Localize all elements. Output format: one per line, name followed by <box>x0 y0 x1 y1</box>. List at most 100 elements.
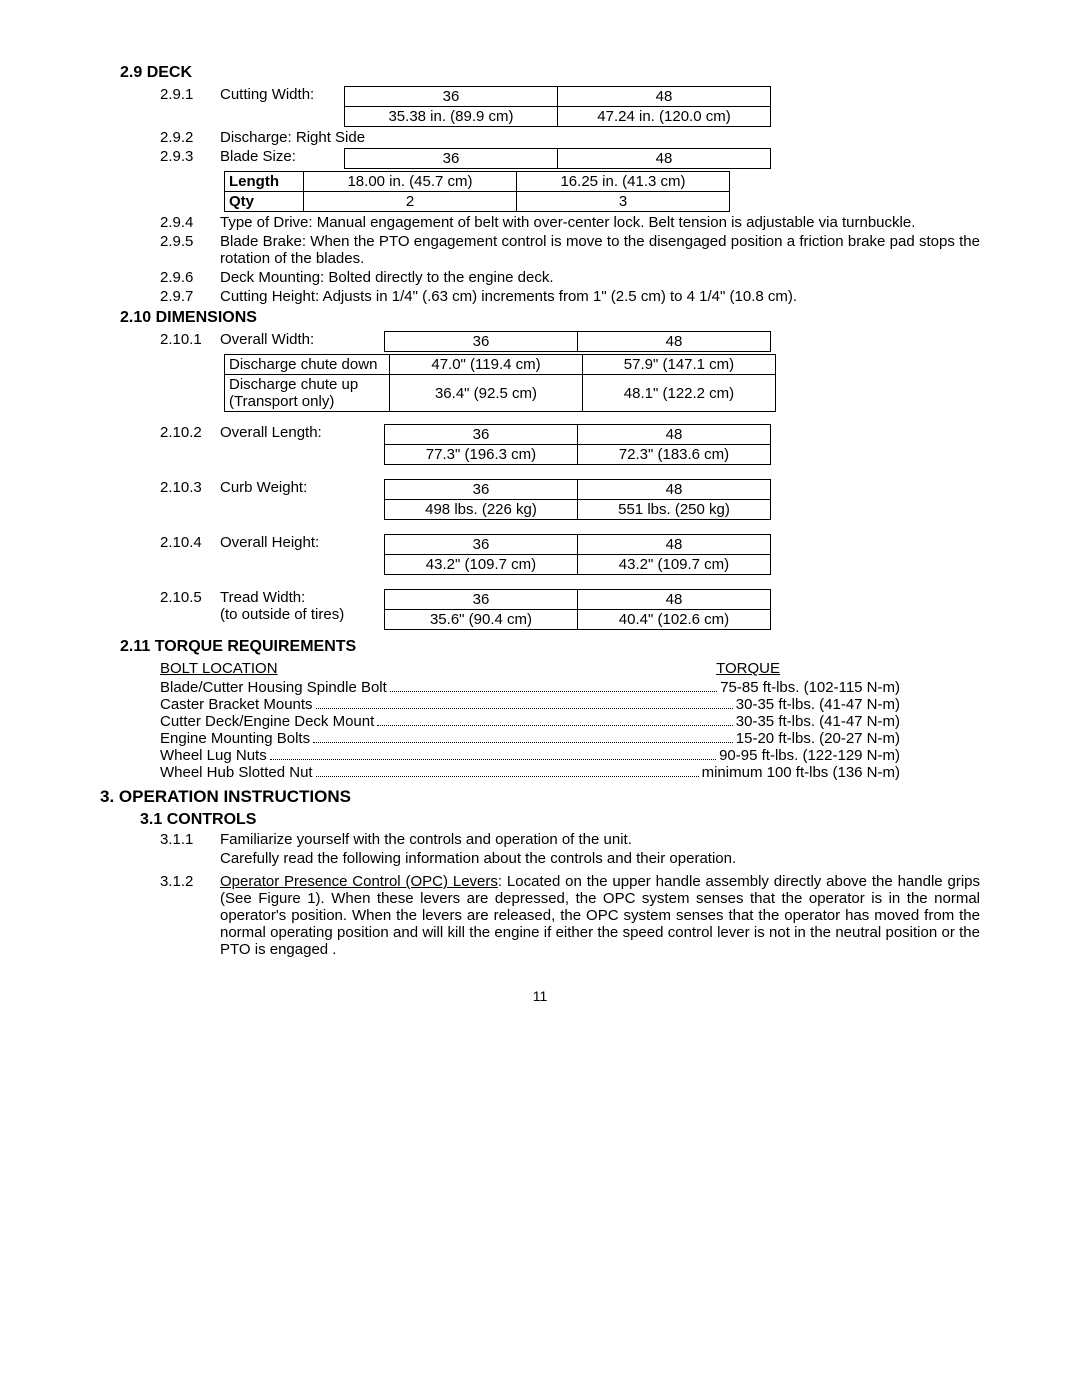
col-48: 48 <box>578 332 771 352</box>
item-label: Tread Width: (to outside of tires) <box>220 589 380 623</box>
val-36: 47.0" (119.4 cm) <box>390 355 583 375</box>
torque-row: Cutter Deck/Engine Deck Mount 30-35 ft-l… <box>160 713 900 730</box>
col-36: 36 <box>385 590 578 610</box>
row-label: Discharge chute down <box>225 355 390 375</box>
torque-loc: Blade/Cutter Housing Spindle Bolt <box>160 679 387 696</box>
item-num: 2.9.1 <box>160 86 220 103</box>
col-36: 36 <box>385 425 578 445</box>
torque-row: Caster Bracket Mounts 30-35 ft-lbs. (41-… <box>160 696 900 713</box>
torque-val: 90-95 ft-lbs. (122-129 N-m) <box>719 747 900 764</box>
dim-item: 2.10.2 Overall Length: 3648 77.3" (196.3… <box>160 424 980 465</box>
torque-row: Blade/Cutter Housing Spindle Bolt 75-85 … <box>160 679 900 696</box>
item-num: 2.10.3 <box>160 479 220 496</box>
spec-item: 2.9.6 Deck Mounting: Bolted directly to … <box>160 269 980 286</box>
section-title: DIMENSIONS <box>156 309 257 326</box>
val-48: 551 lbs. (250 kg) <box>578 500 771 520</box>
col-36: 36 <box>385 332 578 352</box>
section-num: 2.10 <box>120 309 151 326</box>
col-36: 36 <box>385 480 578 500</box>
item-num: 3.1.2 <box>160 873 220 890</box>
section-title: DECK <box>147 64 192 81</box>
val-36: 2 <box>304 192 517 212</box>
section-heading: 2.9 DECK <box>120 64 980 82</box>
torque-row: Wheel Lug Nuts 90-95 ft-lbs. (122-129 N-… <box>160 747 900 764</box>
tread-width-table: 3648 35.6" (90.4 cm)40.4" (102.6 cm) <box>384 589 771 630</box>
item-text: Cutting Height: Adjusts in 1/4" (.63 cm)… <box>220 288 980 305</box>
item-text: Blade Brake: When the PTO engagement con… <box>220 233 980 267</box>
item-num: 2.9.7 <box>160 288 220 305</box>
item-text-cont: Carefully read the following information… <box>220 850 980 867</box>
torque-val: 30-35 ft-lbs. (41-47 N-m) <box>736 713 900 730</box>
item-text: Type of Drive: Manual engagement of belt… <box>220 214 980 231</box>
overall-height-table: 3648 43.2" (109.7 cm)43.2" (109.7 cm) <box>384 534 771 575</box>
torque-head-loc: BOLT LOCATION <box>160 660 278 677</box>
item-num: 2.10.1 <box>160 331 220 348</box>
chapter-heading: 3. OPERATION INSTRUCTIONS <box>100 787 980 807</box>
overall-length-table: 3648 77.3" (196.3 cm)72.3" (183.6 cm) <box>384 424 771 465</box>
curb-weight-table: 3648 498 lbs. (226 kg)551 lbs. (250 kg) <box>384 479 771 520</box>
chapter-title: OPERATION INSTRUCTIONS <box>119 787 351 806</box>
val-36: 35.6" (90.4 cm) <box>385 610 578 630</box>
chapter-num: 3. <box>100 787 114 806</box>
val-48: 57.9" (147.1 cm) <box>583 355 776 375</box>
section-num: 2.9 <box>120 64 142 81</box>
opc-lead: Operator Presence Control (OPC) Levers <box>220 873 498 890</box>
torque-dots <box>316 696 733 709</box>
col-48: 48 <box>558 149 771 169</box>
val-36: 18.00 in. (45.7 cm) <box>304 172 517 192</box>
spec-item: 2.9.4 Type of Drive: Manual engagement o… <box>160 214 980 231</box>
item-label: Cutting Width: <box>220 86 340 103</box>
spec-item: 2.9.1 Cutting Width: 3648 35.38 in. (89.… <box>160 86 980 127</box>
section-title: TORQUE REQUIREMENTS <box>155 638 357 655</box>
blade-size-rows: Length 18.00 in. (45.7 cm) 16.25 in. (41… <box>224 171 730 212</box>
torque-loc: Wheel Hub Slotted Nut <box>160 764 313 781</box>
dim-item: 2.10.3 Curb Weight: 3648 498 lbs. (226 k… <box>160 479 980 520</box>
row-label: Discharge chute up (Transport only) <box>225 375 390 412</box>
col-36: 36 <box>345 149 558 169</box>
spec-item: 2.9.3 Blade Size: 36 48 <box>160 148 980 169</box>
spec-item: 2.9.2 Discharge: Right Side <box>160 129 980 146</box>
col-48: 48 <box>578 480 771 500</box>
val-48: 3 <box>517 192 730 212</box>
item-label: Overall Width: <box>220 331 380 348</box>
torque-val: 15-20 ft-lbs. (20-27 N-m) <box>736 730 900 747</box>
blade-size-table: 36 48 <box>344 148 771 169</box>
torque-dots <box>390 679 717 692</box>
torque-loc: Cutter Deck/Engine Deck Mount <box>160 713 374 730</box>
val-48: 40.4" (102.6 cm) <box>578 610 771 630</box>
overall-width-head: 3648 <box>384 331 771 352</box>
torque-header: BOLT LOCATION TORQUE <box>160 660 900 677</box>
torque-loc: Wheel Lug Nuts <box>160 747 267 764</box>
item-num: 2.9.3 <box>160 148 220 165</box>
cutting-width-table: 3648 35.38 in. (89.9 cm)47.24 in. (120.0… <box>344 86 771 127</box>
control-item: 3.1.1 Familiarize yourself with the cont… <box>160 831 980 848</box>
spec-item: 2.9.5 Blade Brake: When the PTO engageme… <box>160 233 980 267</box>
item-label: Overall Length: <box>220 424 380 441</box>
item-label: Overall Height: <box>220 534 380 551</box>
spec-item: 2.9.7 Cutting Height: Adjusts in 1/4" (.… <box>160 288 980 305</box>
item-num: 2.10.2 <box>160 424 220 441</box>
torque-row: Engine Mounting Bolts 15-20 ft-lbs. (20-… <box>160 730 900 747</box>
torque-row: Wheel Hub Slotted Nut minimum 100 ft-lbs… <box>160 764 900 781</box>
section-num: 2.11 <box>120 638 150 655</box>
dim-item: 2.10.1 Overall Width: 3648 <box>160 331 980 352</box>
item-label-text: Tread Width: <box>220 589 305 606</box>
item-num: 2.9.4 <box>160 214 220 231</box>
item-text: Operator Presence Control (OPC) Levers: … <box>220 873 980 958</box>
val-36: 36.4" (92.5 cm) <box>390 375 583 412</box>
item-text: Familiarize yourself with the controls a… <box>220 831 980 848</box>
page-number: 11 <box>100 988 980 1004</box>
col-36: 36 <box>385 535 578 555</box>
val-48: 47.24 in. (120.0 cm) <box>558 107 771 127</box>
item-num: 2.10.4 <box>160 534 220 551</box>
torque-head-val: TORQUE <box>716 660 780 677</box>
item-label: Blade Size: <box>220 148 340 165</box>
torque-val: 30-35 ft-lbs. (41-47 N-m) <box>736 696 900 713</box>
section-heading: 2.11 TORQUE REQUIREMENTS <box>120 638 980 656</box>
torque-dots <box>313 730 733 743</box>
item-num: 2.9.2 <box>160 129 220 146</box>
item-label: Curb Weight: <box>220 479 380 496</box>
torque-val: minimum 100 ft-lbs (136 N-m) <box>702 764 900 781</box>
torque-loc: Engine Mounting Bolts <box>160 730 310 747</box>
control-item: 3.1.2 Operator Presence Control (OPC) Le… <box>160 873 980 958</box>
